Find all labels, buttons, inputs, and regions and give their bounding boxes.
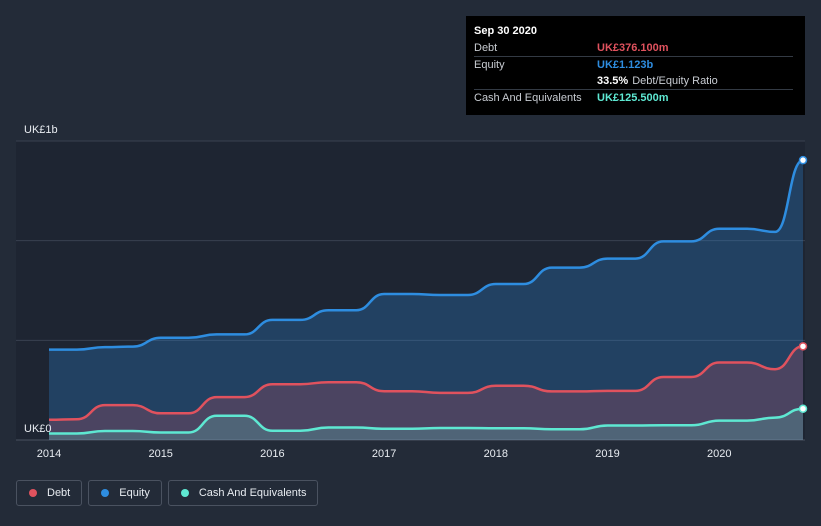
- legend-label: Equity: [119, 487, 150, 499]
- debt-line: [48, 345, 804, 422]
- tooltip-label: Debt: [474, 42, 498, 54]
- cash-and-equivalents-line: [49, 407, 804, 435]
- legend-dot-icon: [180, 489, 189, 497]
- cash-and-equivalents-end-marker: [798, 404, 808, 413]
- tooltip-row-debt: Debt UK£376.100m: [474, 40, 793, 56]
- x-tick-label: 2017: [372, 448, 396, 460]
- equity-line: [49, 158, 804, 351]
- legend-label: Debt: [47, 487, 71, 499]
- tooltip-value: UK£376.100m: [597, 42, 669, 54]
- tooltip-label: [474, 73, 597, 89]
- y-axis-bottom-label: UK£0: [24, 423, 52, 435]
- debt-end-marker: [798, 342, 808, 351]
- tooltip-row-ratio: 33.5% Debt/Equity Ratio: [474, 73, 793, 89]
- tooltip-label: Cash And Equivalents: [474, 92, 582, 104]
- legend-label: Cash And Equivalents: [198, 487, 307, 499]
- legend-dot-icon: [29, 489, 37, 497]
- tooltip-row-equity: Equity UK£1.123b: [474, 56, 793, 73]
- tooltip-value: UK£125.500m: [597, 92, 669, 104]
- chart-legend: Debt Equity Cash And Equivalents: [16, 480, 319, 506]
- x-tick-label: 2014: [37, 448, 61, 460]
- tooltip-row-cash: Cash And Equivalents UK£125.500m: [474, 89, 793, 106]
- legend-item-cash[interactable]: Cash And Equivalents: [167, 480, 319, 506]
- x-tick-label: 2019: [595, 448, 619, 460]
- equity-area: [49, 160, 803, 440]
- legend-dot-icon: [101, 489, 110, 497]
- tooltip-value: 33.5%: [597, 75, 629, 87]
- x-tick-label: 2020: [707, 448, 731, 460]
- tooltip-label: Equity: [474, 59, 505, 71]
- x-tick-label: 2016: [260, 448, 284, 460]
- tooltip-value: UK£1.123b: [597, 59, 654, 71]
- y-axis-top-label: UK£1b: [24, 124, 58, 136]
- tooltip-ratio-label: Debt/Equity Ratio: [632, 75, 718, 87]
- tooltip-date: Sep 30 2020: [474, 25, 537, 37]
- equity-end-marker: [798, 155, 808, 165]
- x-tick-label: 2018: [484, 448, 508, 460]
- legend-item-debt[interactable]: Debt: [16, 480, 83, 506]
- x-tick-label: 2015: [148, 448, 172, 460]
- legend-item-equity[interactable]: Equity: [88, 480, 162, 506]
- data-tooltip: Sep 30 2020 Debt UK£376.100m Equity UK£1…: [466, 16, 805, 115]
